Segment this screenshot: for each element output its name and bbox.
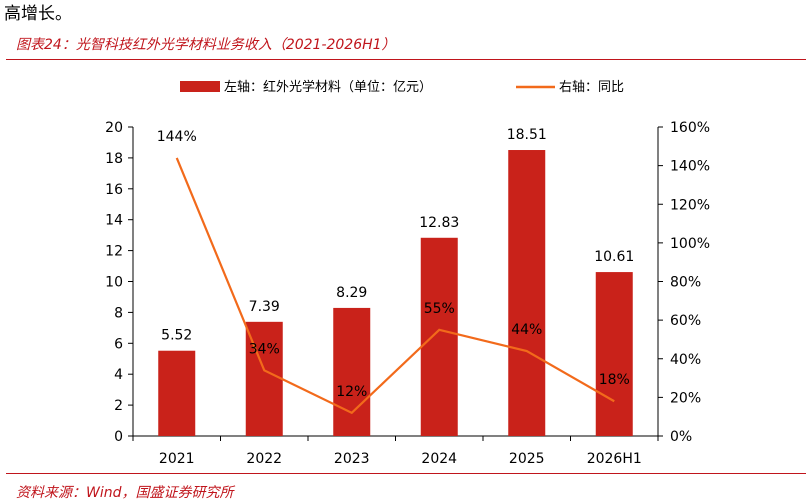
line-labels: 144% 34% 12% 55% 44% 18% bbox=[157, 129, 630, 400]
y-left-tick-label: 4 bbox=[114, 367, 123, 383]
y-left-tick-label: 12 bbox=[105, 244, 123, 260]
bar bbox=[595, 272, 633, 436]
line-data-label: 55% bbox=[424, 301, 455, 317]
bar-series bbox=[158, 150, 633, 436]
legend-line-label: 右轴：同比 bbox=[559, 80, 624, 95]
figure-title: 图表24：光智科技红外光学材料业务收入（2021-2026H1） bbox=[16, 37, 396, 53]
footer-divider bbox=[6, 473, 806, 474]
y-right-tick-label: 160% bbox=[670, 120, 710, 136]
x-tick-label: 2025 bbox=[509, 451, 545, 467]
bar-labels: 5.52 7.39 8.29 12.83 18.51 10.61 bbox=[161, 127, 634, 344]
x-tick-label: 2022 bbox=[246, 451, 282, 467]
y-right-tick-label: 100% bbox=[670, 236, 710, 252]
title-divider bbox=[6, 59, 806, 60]
bar-data-label: 12.83 bbox=[419, 215, 459, 231]
bar bbox=[158, 350, 196, 436]
line-data-label: 12% bbox=[336, 384, 367, 400]
bar bbox=[333, 307, 371, 436]
x-tick-label: 2023 bbox=[334, 451, 370, 467]
x-tick-label: 2026H1 bbox=[587, 451, 642, 467]
y-left-tick-label: 16 bbox=[105, 182, 123, 198]
bar-data-label: 7.39 bbox=[249, 299, 280, 315]
bar-data-label: 10.61 bbox=[594, 249, 634, 265]
yoy-line bbox=[175, 157, 615, 415]
axes: 0 2 4 6 8 10 12 14 16 18 20 0% 20% 40% 60% 80% 100% 120% 1… bbox=[105, 120, 710, 467]
y-left-tick-label: 20 bbox=[105, 120, 123, 136]
x-tick-label: 2021 bbox=[159, 451, 195, 467]
line-data-label: 144% bbox=[157, 129, 197, 145]
legend: 左轴：红外光学材料（单位：亿元） 右轴：同比 bbox=[180, 79, 624, 95]
y-left-tick-label: 6 bbox=[114, 336, 123, 352]
y-left-tick-label: 10 bbox=[105, 275, 123, 291]
line-data-label: 34% bbox=[249, 341, 280, 357]
y-left-tick-label: 2 bbox=[114, 398, 123, 414]
y-right-tick-label: 80% bbox=[670, 275, 701, 291]
y-left-tick-label: 0 bbox=[114, 429, 123, 445]
line-data-label: 44% bbox=[511, 322, 542, 338]
y-right-tick-label: 140% bbox=[670, 159, 710, 175]
y-right-tick-label: 40% bbox=[670, 352, 701, 368]
bar bbox=[420, 237, 458, 436]
y-right-tick-label: 0% bbox=[670, 429, 692, 445]
source-note: 资料来源：Wind，国盛证券研究所 bbox=[16, 485, 234, 501]
intro-text: 高增长。 bbox=[4, 4, 72, 24]
bar-data-label: 8.29 bbox=[336, 285, 367, 301]
bar-data-label: 5.52 bbox=[161, 328, 192, 344]
y-left-tick-label: 8 bbox=[114, 305, 123, 321]
y-left-tick-label: 18 bbox=[105, 151, 123, 167]
bar bbox=[508, 150, 546, 436]
y-right-tick-label: 60% bbox=[670, 313, 701, 329]
y-right-tick-label: 20% bbox=[670, 390, 701, 406]
x-tick-label: 2024 bbox=[421, 451, 457, 467]
line-series bbox=[175, 157, 615, 415]
line-data-label: 18% bbox=[599, 372, 630, 388]
bar-data-label: 18.51 bbox=[507, 127, 547, 143]
legend-bar-swatch bbox=[180, 81, 220, 92]
y-right-tick-label: 120% bbox=[670, 197, 710, 213]
legend-bar-label: 左轴：红外光学材料（单位：亿元） bbox=[224, 79, 432, 95]
y-left-tick-label: 14 bbox=[105, 213, 123, 229]
